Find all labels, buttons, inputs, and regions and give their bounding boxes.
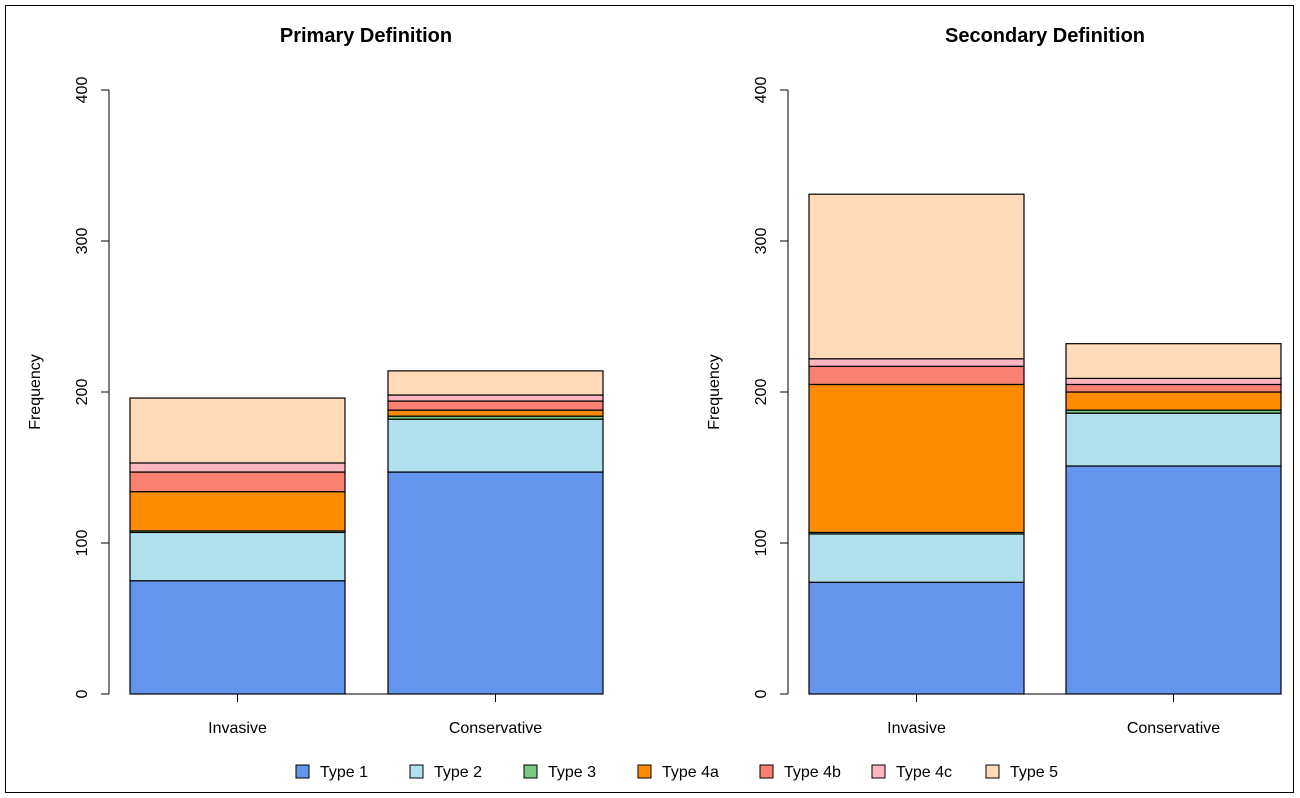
bar-segment-type-5 — [1065, 343, 1282, 380]
x-tick-label: Conservative — [1127, 720, 1220, 737]
panel-primary-definition: Primary Definition Frequency 0 100 200 300 4… — [27, 25, 604, 737]
chart-title: Secondary Definition — [945, 25, 1145, 47]
legend-swatch — [295, 764, 310, 779]
bar-segment-type-5 — [129, 397, 346, 464]
bar-segment-type-5 — [808, 193, 1025, 360]
bar-segment-type-4a — [129, 491, 346, 532]
legend-label: Type 4b — [784, 764, 841, 781]
bar-segment-type-4c — [387, 394, 604, 402]
y-axis-label: Frequency — [27, 354, 44, 430]
x-axis: Invasive Conservative — [809, 693, 1281, 737]
y-tick-label: 200 — [753, 379, 770, 406]
legend-label: Type 1 — [320, 764, 368, 781]
y-tick-label: 0 — [74, 689, 91, 698]
bar-segment-type-4c — [129, 462, 346, 473]
bar-segment-type-4a — [1065, 391, 1282, 411]
y-tick-label: 100 — [753, 530, 770, 557]
bar-segment-type-2 — [808, 533, 1025, 583]
legend-swatch — [409, 764, 424, 779]
figure-frame — [5, 5, 1294, 793]
y-tick-label: 400 — [753, 77, 770, 104]
bars — [808, 193, 1282, 695]
y-tick-label: 400 — [74, 77, 91, 104]
y-tick-label: 300 — [74, 228, 91, 255]
legend-swatch — [871, 764, 886, 779]
y-tick-label: 0 — [753, 689, 770, 698]
x-tick-label: Invasive — [887, 720, 946, 737]
x-tick-label: Invasive — [208, 720, 267, 737]
bar-segment-type-4b — [387, 400, 604, 411]
bars — [129, 370, 604, 695]
bar-segment-type-4c — [1065, 377, 1282, 386]
legend-label: Type 4a — [662, 764, 719, 781]
x-axis: Invasive Conservative — [130, 693, 603, 737]
bar-segment-type-1 — [387, 471, 604, 695]
legend-label: Type 5 — [1010, 764, 1058, 781]
bar-segment-type-4b — [129, 471, 346, 493]
legend-swatch — [637, 764, 652, 779]
bar-segment-type-1 — [129, 580, 346, 695]
bar-segment-type-4b — [1065, 383, 1282, 393]
panel-secondary-definition: Secondary Definition Frequency 0 100 200 30… — [706, 25, 1282, 737]
legend-label: Type 3 — [548, 764, 596, 781]
legend-swatch — [985, 764, 1000, 779]
y-axis: 0 100 200 300 400 — [74, 77, 110, 698]
y-axis: 0 100 200 300 400 — [753, 77, 789, 698]
y-tick-label: 300 — [753, 228, 770, 255]
bar-segment-type-4c — [808, 358, 1025, 367]
legend-label: Type 2 — [434, 764, 482, 781]
bar-segment-type-4a — [387, 409, 604, 417]
legend: Type 1 Type 2 Type 3 Type 4a Type 4b Type 4c T… — [295, 764, 1058, 781]
y-tick-label: 100 — [74, 530, 91, 557]
legend-label: Type 4c — [896, 764, 952, 781]
legend-swatch — [759, 764, 774, 779]
chart-title: Primary Definition — [280, 25, 452, 47]
bar-segment-type-2 — [387, 418, 604, 473]
y-tick-label: 200 — [74, 379, 91, 406]
x-tick-label: Conservative — [449, 720, 542, 737]
y-axis-label: Frequency — [706, 354, 723, 430]
bar-segment-type-1 — [808, 581, 1025, 695]
bar-segment-type-2 — [1065, 412, 1282, 467]
legend-swatch — [523, 764, 538, 779]
bar-segment-type-2 — [129, 531, 346, 582]
bar-segment-type-4a — [808, 383, 1025, 534]
bar-segment-type-1 — [1065, 465, 1282, 695]
bar-segment-type-4b — [808, 365, 1025, 386]
bar-segment-type-5 — [387, 370, 604, 396]
